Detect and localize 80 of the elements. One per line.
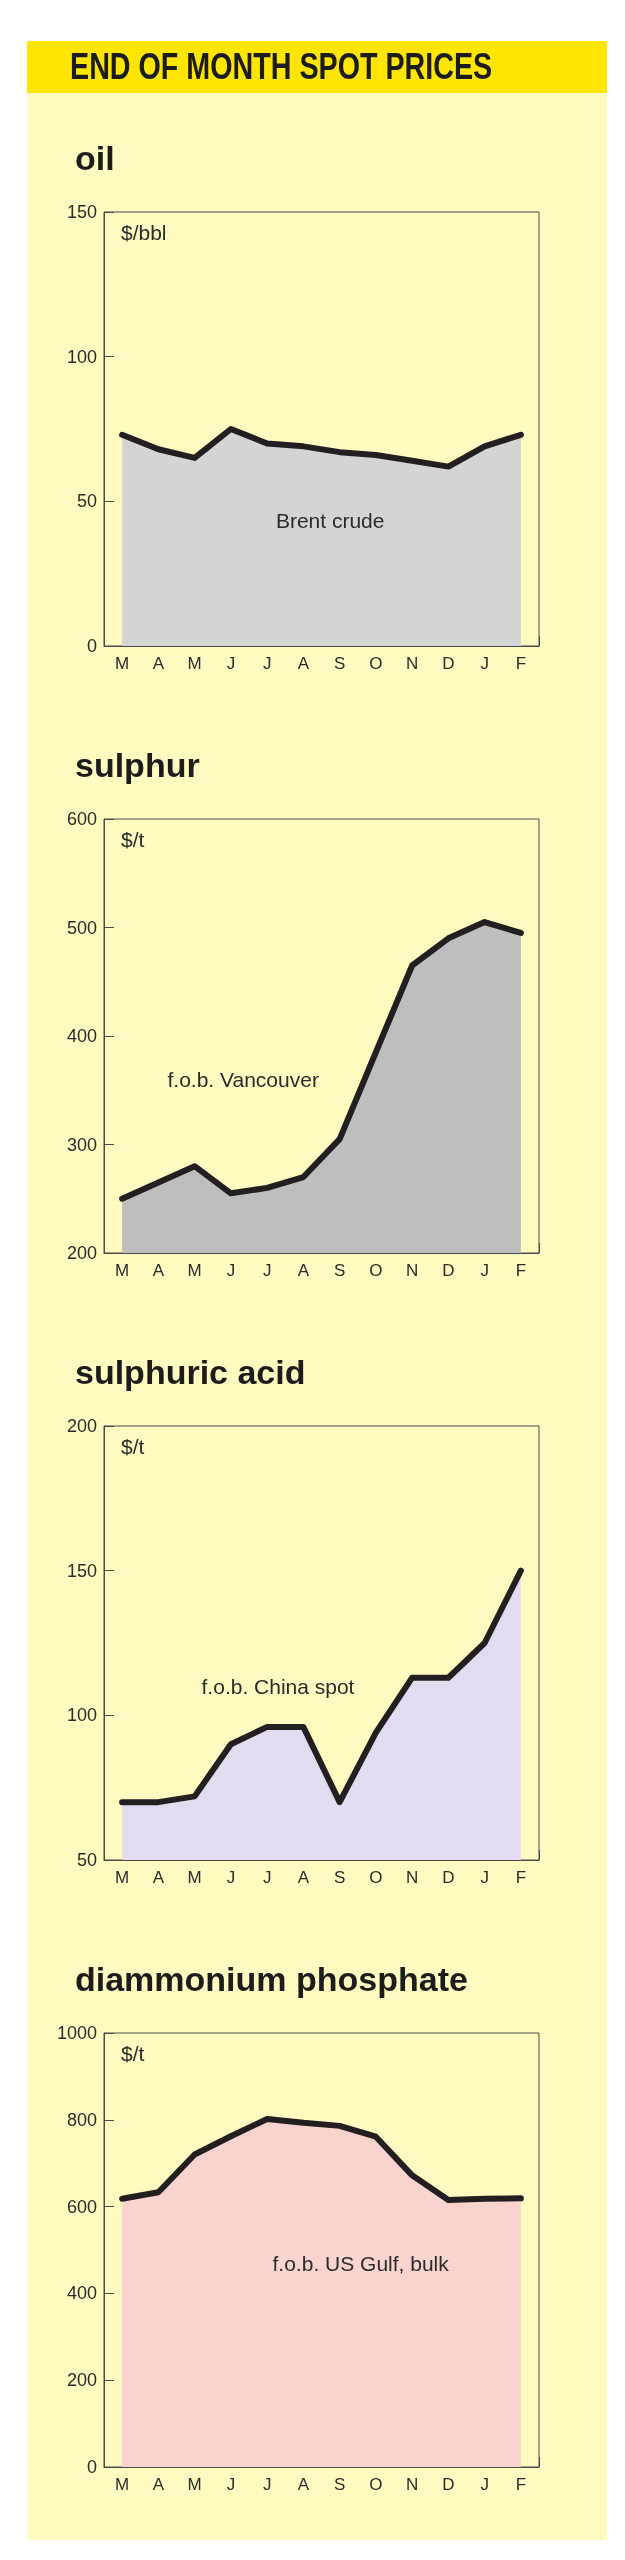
x-tick-label: D [442, 2475, 455, 2494]
y-tick-label: 800 [66, 2109, 97, 2130]
x-tick-label: J [226, 654, 236, 673]
x-tick-label: O [369, 1261, 383, 1280]
text: END OF MONTH SPOT PRICES [70, 46, 493, 88]
y-tick-label: 500 [66, 917, 97, 938]
y-axis-title: $/t [121, 2042, 145, 2065]
x-tick-label: A [152, 654, 165, 673]
y-tick-label: 0 [86, 636, 97, 656]
y-axis-title: $/t [121, 828, 145, 851]
y-tick-label: 200 [66, 2370, 97, 2391]
y-tick-label: 600 [66, 809, 97, 829]
x-tick-label: M [187, 1261, 202, 1280]
x-tick-label: S [333, 1261, 346, 1280]
chart-title: diammonium phosphate [75, 1960, 468, 1998]
x-tick-label: J [480, 654, 489, 673]
x-tick-label: M [115, 654, 130, 673]
y-tick-label: 150 [66, 1560, 97, 1581]
x-tick-label: M [115, 2475, 130, 2494]
x-tick-label: M [187, 654, 202, 673]
x-tick-label: J [262, 654, 272, 673]
chart-title: oil [75, 139, 115, 177]
x-tick-label: A [297, 1261, 310, 1280]
chart-title: sulphur [75, 746, 200, 784]
x-tick-label: J [480, 2475, 489, 2494]
x-tick-label: A [297, 2475, 310, 2494]
x-tick-label: F [515, 1261, 527, 1280]
x-tick-label: S [333, 654, 346, 673]
y-tick-label: 300 [66, 1134, 97, 1155]
y-tick-label: 1000 [56, 2023, 97, 2043]
x-tick-label: J [262, 1868, 272, 1887]
x-tick-label: J [226, 2475, 236, 2494]
x-tick-label: A [152, 2475, 165, 2494]
x-tick-label: O [369, 2475, 383, 2494]
y-axis-title: $/t [121, 1435, 145, 1458]
y-tick-label: 150 [66, 202, 97, 222]
x-tick-label: F [515, 654, 527, 673]
x-tick-label: D [442, 654, 455, 673]
x-tick-label: F [515, 1868, 527, 1887]
x-tick-label: J [226, 1868, 236, 1887]
y-tick-label: 400 [66, 1026, 97, 1046]
y-tick-label: 200 [66, 1243, 97, 1263]
x-tick-label: S [333, 2475, 346, 2494]
x-tick-label: S [333, 1868, 346, 1887]
y-tick-label: 100 [66, 346, 97, 367]
x-tick-label: A [152, 1868, 165, 1887]
y-tick-label: 400 [66, 2283, 97, 2304]
y-axis-title: $/bbl [121, 221, 167, 244]
x-tick-label: A [297, 654, 310, 673]
x-tick-label: J [480, 1261, 489, 1280]
x-tick-label: D [442, 1261, 455, 1280]
y-tick-label: 50 [76, 491, 97, 512]
y-tick-label: 50 [76, 1850, 97, 1870]
y-tick-label: 0 [86, 2457, 97, 2477]
x-tick-label: O [369, 1868, 383, 1887]
x-tick-label: D [442, 1868, 455, 1887]
x-tick-label: O [369, 654, 383, 673]
series-label: f.o.b. Vancouver [167, 1067, 319, 1091]
x-tick-label: J [226, 1261, 236, 1280]
x-tick-label: N [405, 2475, 419, 2494]
x-tick-label: A [152, 1261, 165, 1280]
x-tick-label: J [262, 1261, 272, 1280]
y-tick-label: 200 [66, 1416, 97, 1436]
x-tick-label: N [405, 1261, 419, 1280]
x-tick-label: F [515, 2475, 527, 2494]
x-tick-label: M [187, 1868, 202, 1887]
x-tick-label: M [187, 2475, 202, 2494]
x-tick-label: A [297, 1868, 310, 1887]
series-label: f.o.b. China spot [201, 1674, 355, 1698]
x-tick-label: N [405, 1868, 419, 1887]
x-tick-label: M [115, 1261, 130, 1280]
x-tick-label: M [115, 1868, 130, 1887]
y-tick-label: 100 [66, 1705, 97, 1726]
x-tick-label: J [262, 2475, 272, 2494]
y-tick-label: 600 [66, 2196, 97, 2217]
x-tick-label: J [480, 1868, 489, 1887]
series-label: Brent crude [275, 508, 385, 532]
x-tick-label: N [405, 654, 419, 673]
chart-title: sulphuric acid [75, 1353, 306, 1391]
series-label: f.o.b. US Gulf, bulk [272, 2251, 450, 2275]
